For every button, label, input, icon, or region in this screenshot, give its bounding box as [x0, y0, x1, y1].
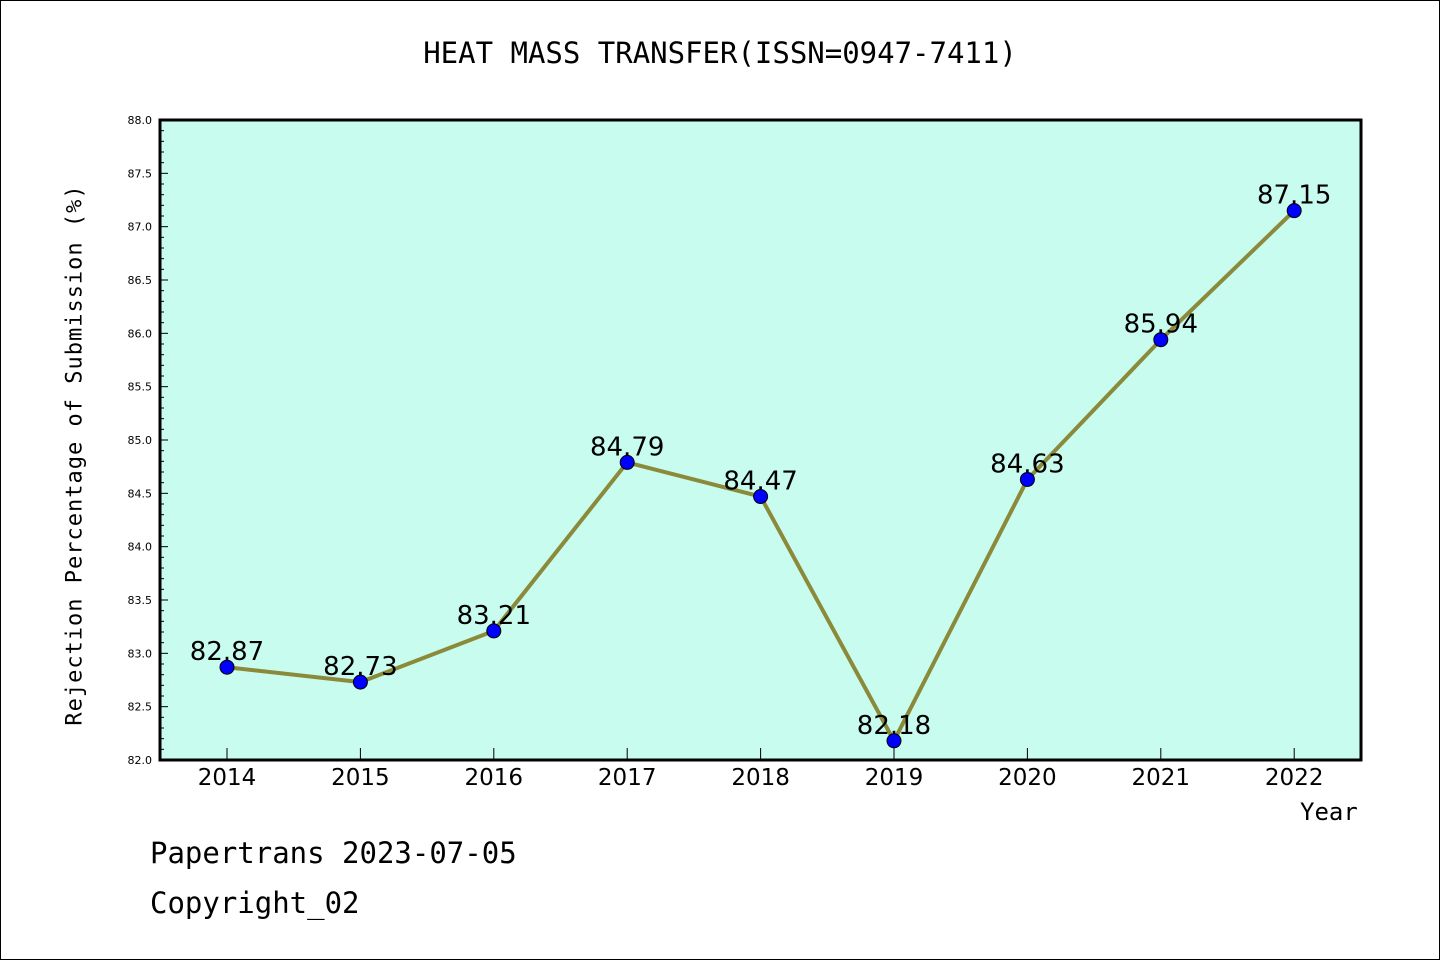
y-tick-label: 84.0 [128, 541, 153, 554]
y-tick-label: 88.0 [128, 114, 153, 127]
data-label: 82.18 [857, 711, 931, 741]
y-tick-label: 82.5 [128, 701, 153, 714]
chart-title: HEAT MASS TRANSFER(ISSN=0947-7411) [423, 36, 1017, 70]
x-axis-label: Year [1300, 798, 1358, 826]
data-point [619, 454, 635, 470]
y-tick-label: 85.0 [128, 434, 153, 447]
y-tick-label: 84.5 [128, 487, 153, 500]
y-tick-label: 85.5 [128, 381, 153, 394]
data-label: 82.87 [190, 637, 264, 667]
data-point [352, 674, 368, 690]
data-label: 82.73 [323, 652, 397, 682]
y-tick-label: 86.5 [128, 274, 153, 287]
series-group [219, 203, 1302, 749]
x-tick-label: 2021 [1132, 765, 1191, 791]
data-label: 84.47 [723, 467, 797, 497]
data-point [1153, 332, 1169, 348]
y-tick-label: 87.5 [128, 167, 153, 180]
y-tick-label: 87.0 [128, 221, 153, 234]
y-tick-label: 83.0 [128, 647, 153, 660]
x-tick-label: 2022 [1265, 765, 1324, 791]
x-tick-label: 2015 [331, 765, 390, 791]
footer-source: Papertrans 2023-07-05 [150, 836, 517, 870]
data-point [1286, 203, 1302, 219]
data-point [219, 659, 235, 675]
data-point [886, 733, 902, 749]
y-axis: 82.0 82.5 83.0 83.5 84.0 84.5 85.0 85.5 86.0 86.5… [128, 114, 168, 767]
y-tick-label: 82.0 [128, 754, 153, 767]
x-tick-label: 2014 [198, 765, 257, 791]
data-label: 84.79 [590, 432, 664, 462]
data-label: 84.63 [990, 449, 1064, 479]
data-labels: 82.87 82.73 83.21 84.79 84.47 82.18 84.63 85.94… [190, 181, 1332, 741]
data-point [1019, 471, 1035, 487]
data-label: 83.21 [457, 601, 531, 631]
data-point [753, 489, 769, 505]
x-tick-label: 2016 [465, 765, 524, 791]
x-tick-label: 2020 [998, 765, 1057, 791]
data-label: 87.15 [1257, 181, 1331, 211]
plot-border [158, 118, 1363, 762]
x-tick-label: 2019 [865, 765, 924, 791]
footer-copyright: Copyright_02 [150, 886, 360, 920]
x-tick-label: 2018 [731, 765, 790, 791]
y-tick-label: 83.5 [128, 594, 153, 607]
data-point [486, 623, 502, 639]
x-tick-label: 2017 [598, 765, 657, 791]
plot-area [160, 120, 1361, 760]
data-label: 85.94 [1124, 310, 1198, 340]
x-axis: 2014 2015 2016 2017 2018 2019 2020 2021 2022 [198, 748, 1324, 791]
y-tick-label: 86.0 [128, 327, 153, 340]
